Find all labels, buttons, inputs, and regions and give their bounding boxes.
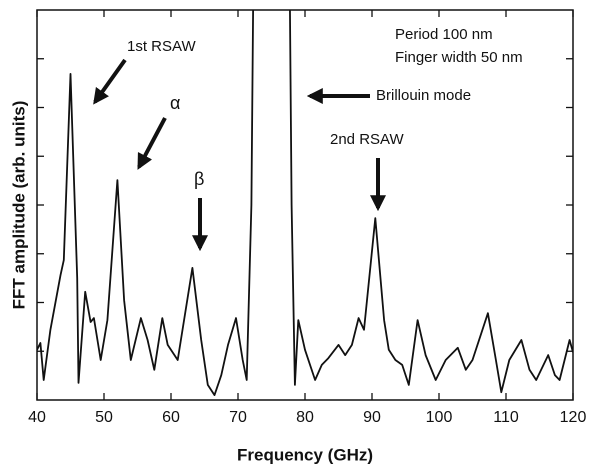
annotation: α (170, 93, 180, 113)
data-line (37, 10, 573, 396)
x-tick-label: 60 (162, 409, 180, 426)
annotation: Finger width 50 nm (395, 49, 523, 66)
arrows (93, 58, 386, 252)
x-tick-label: 40 (28, 409, 46, 426)
x-tick-label: 110 (493, 409, 519, 426)
annotation: 1st RSAW (127, 38, 196, 55)
x-axis-title: Frequency (GHz) (237, 445, 373, 464)
arrow (137, 117, 167, 170)
x-tick-label: 80 (296, 409, 314, 426)
x-tick-label: 70 (229, 409, 247, 426)
x-tick-label: 50 (95, 409, 113, 426)
arrow (93, 58, 127, 105)
y-axis-title: FFT amplitude (arb. units) (9, 101, 28, 310)
x-tick-label: 100 (426, 409, 453, 426)
x-tick-label: 120 (560, 409, 587, 426)
annotation: Period 100 nm (395, 26, 493, 43)
x-tick-label: 90 (363, 409, 381, 426)
annotation: Brillouin mode (376, 87, 471, 104)
annotation: 2nd RSAW (330, 131, 404, 148)
annotation: β (194, 169, 204, 189)
